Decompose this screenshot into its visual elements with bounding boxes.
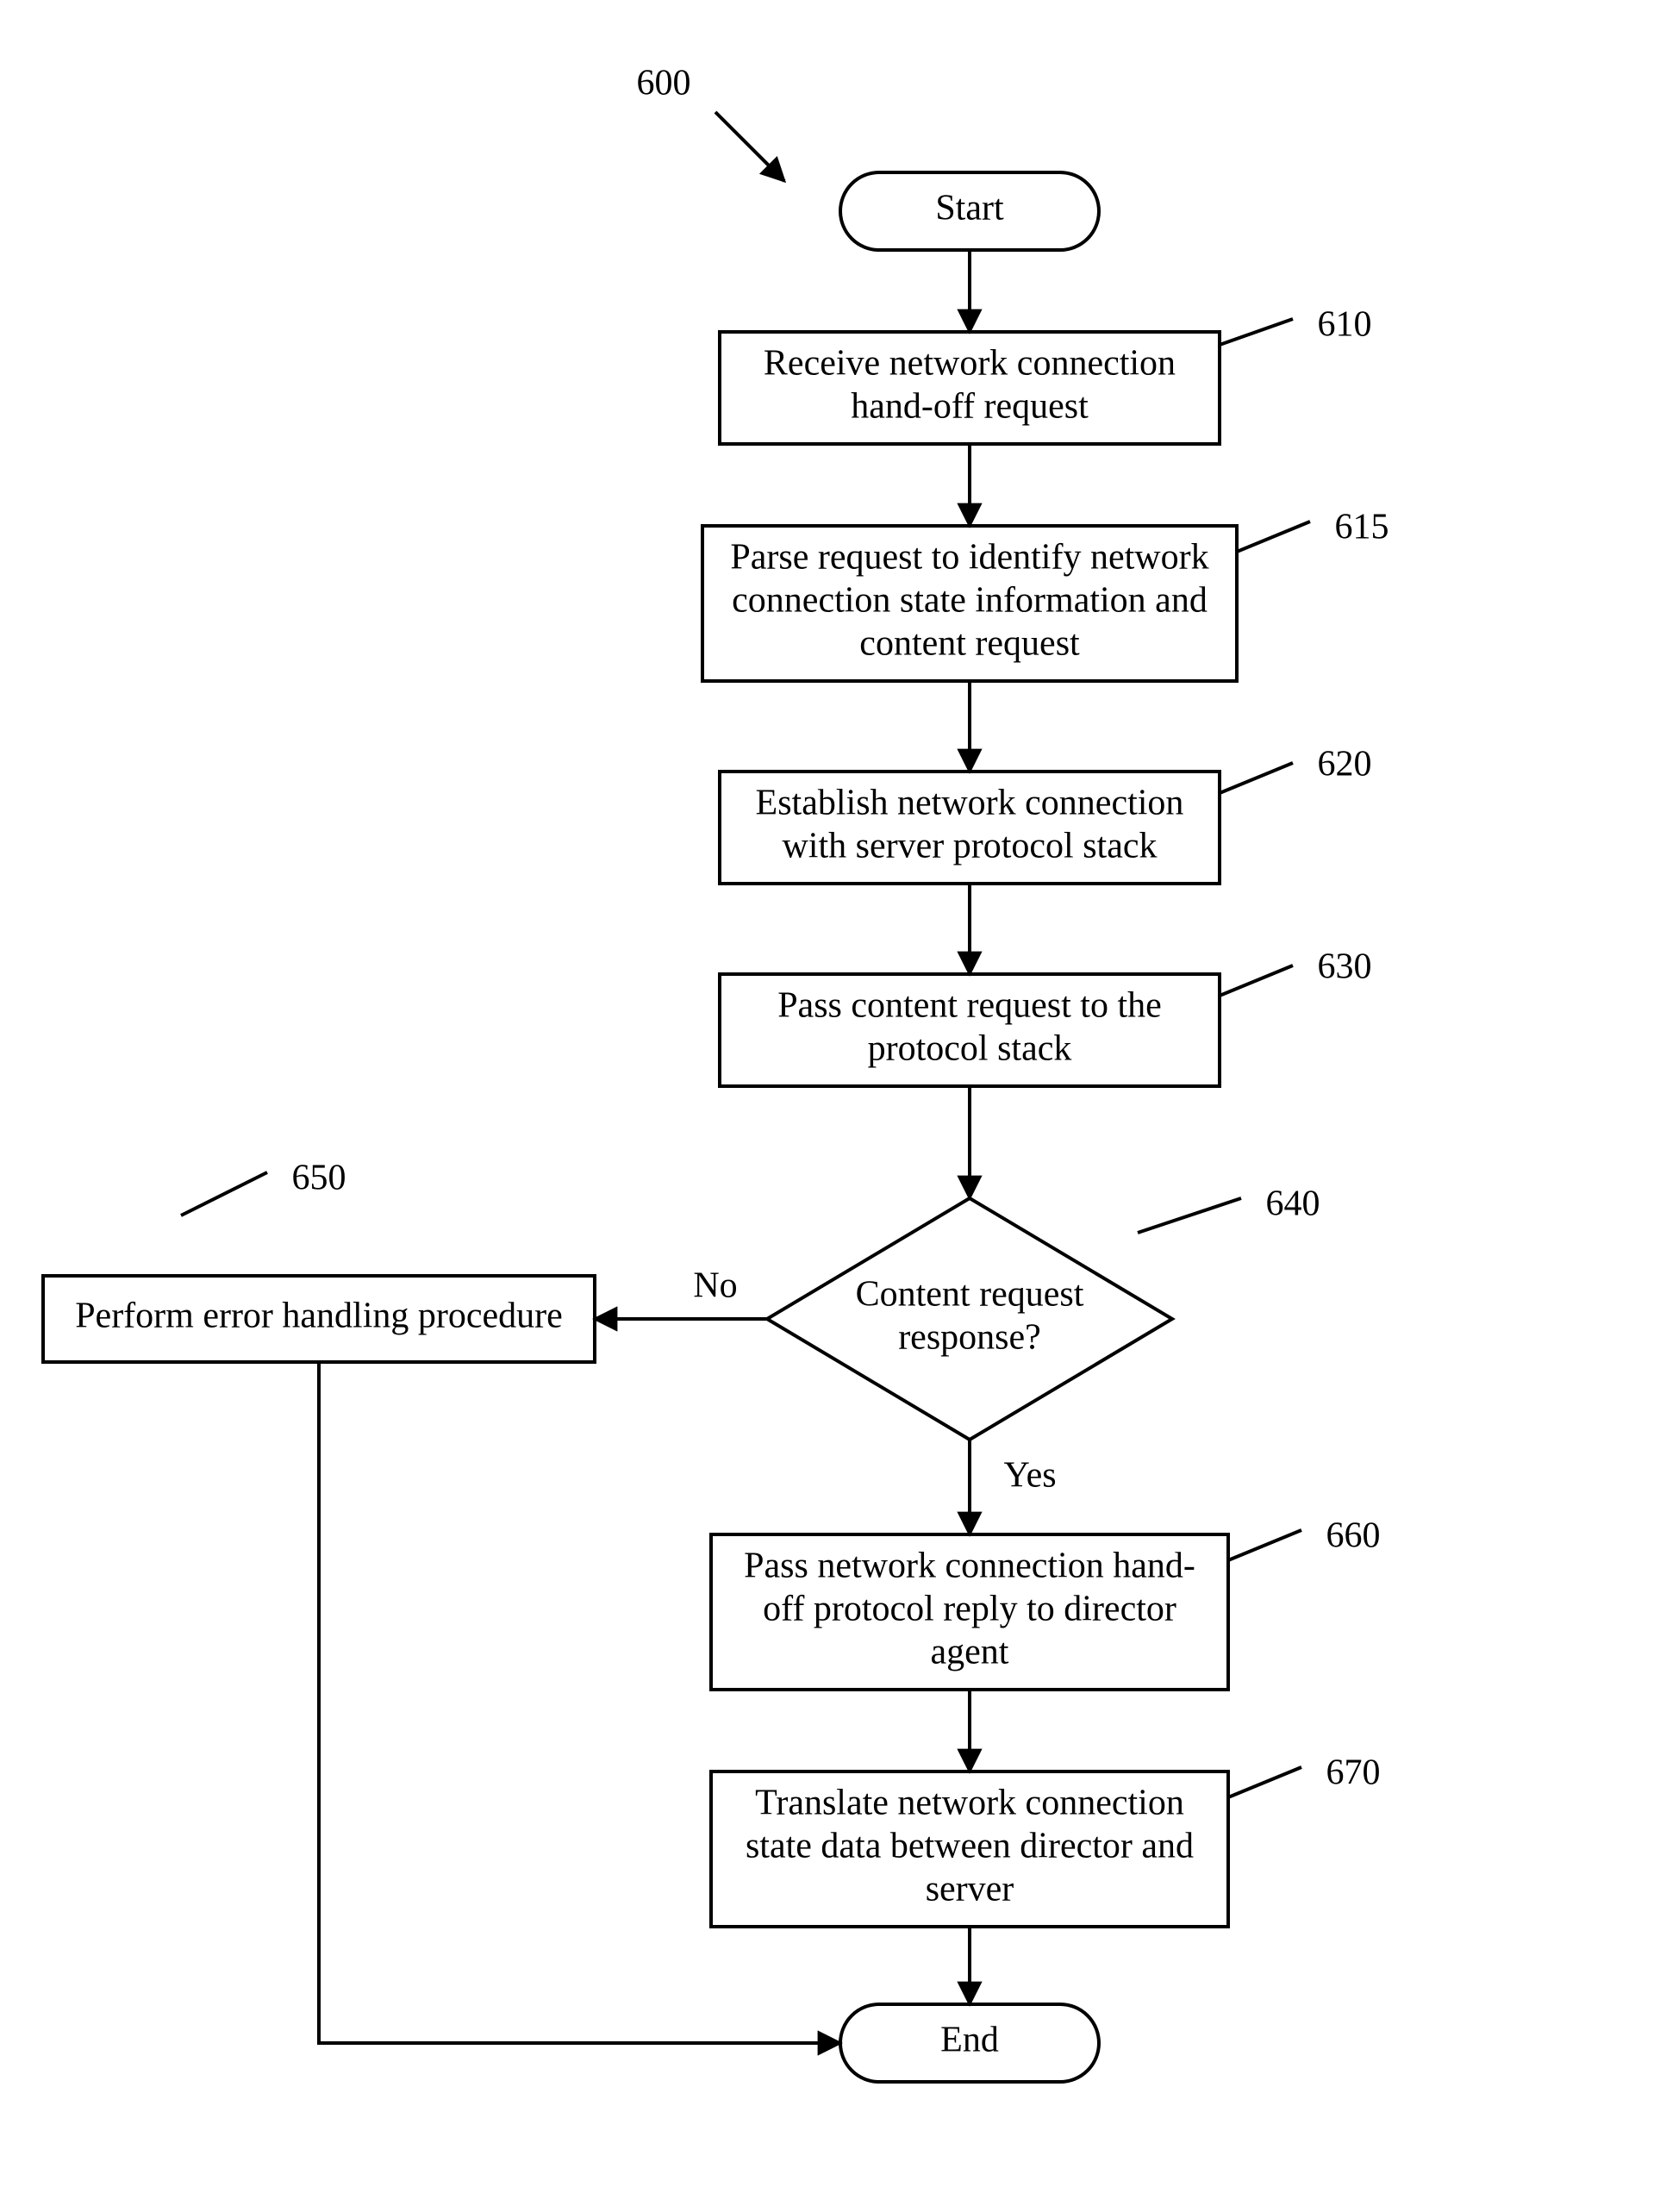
edge-n640-n660: Yes — [970, 1440, 1057, 1534]
node-text: Establish network connection — [756, 784, 1184, 823]
node-text: server — [926, 1870, 1014, 1909]
node-n620: Establish network connection with server … — [720, 745, 1372, 884]
ref-label: 620 — [1318, 745, 1372, 784]
node-text: Pass content request to the — [777, 986, 1162, 1026]
node-text: Pass network connection hand- — [744, 1547, 1195, 1586]
node-end: End — [840, 2004, 1099, 2082]
node-text: Start — [935, 189, 1004, 228]
node-n640: Content requestresponse? 640 — [767, 1184, 1320, 1440]
ref-label: 610 — [1318, 305, 1372, 345]
node-text: state data between director and — [746, 1827, 1194, 1866]
node-n615: Parse request to identify networkconnect… — [702, 508, 1389, 681]
ref-label: 650 — [292, 1159, 346, 1198]
node-n670: Translate network connection state data b… — [711, 1753, 1381, 1927]
node-text: content request — [859, 624, 1080, 664]
ref-label: 615 — [1335, 508, 1389, 547]
node-text: Parse request to identify network — [730, 538, 1208, 578]
edge-label: No — [693, 1266, 737, 1306]
ref-label: 630 — [1318, 947, 1372, 987]
ref-label: 640 — [1266, 1184, 1320, 1224]
node-text: protocol stack — [868, 1029, 1072, 1069]
figure-ref-text: 600 — [637, 64, 691, 103]
node-text: Perform error handling procedure — [75, 1297, 563, 1336]
node-text: End — [940, 2021, 999, 2060]
node-text: Content request — [856, 1275, 1084, 1315]
node-text: agent — [931, 1633, 1009, 1672]
edge-n640-n650: No — [595, 1266, 767, 1319]
node-n610: Receive network connectionhand-off reque… — [720, 305, 1372, 444]
node-text: off protocol reply to director — [763, 1590, 1176, 1629]
node-text: connection state information and — [732, 581, 1208, 621]
edge-label: Yes — [1003, 1456, 1056, 1496]
node-text: response? — [898, 1318, 1041, 1358]
ref-label: 670 — [1326, 1753, 1381, 1793]
figure-ref: 600 — [637, 64, 785, 181]
ref-label: 660 — [1326, 1516, 1381, 1556]
node-n630: Pass content request to theprotocol stac… — [720, 947, 1372, 1086]
node-text: Receive network connection — [764, 344, 1176, 384]
edge-n650-end — [319, 1362, 840, 2043]
flowchart-canvas: No Yes Start Receive network connectionhand… — [0, 0, 1660, 2212]
node-text: Translate network connection — [755, 1784, 1184, 1823]
node-n660: Pass network connection hand-off protoco… — [711, 1516, 1381, 1690]
node-text: hand-off request — [851, 387, 1089, 427]
node-n650: Perform error handling procedure 650 — [43, 1159, 595, 1362]
node-text: with server protocol stack — [782, 827, 1157, 866]
node-start: Start — [840, 172, 1099, 250]
